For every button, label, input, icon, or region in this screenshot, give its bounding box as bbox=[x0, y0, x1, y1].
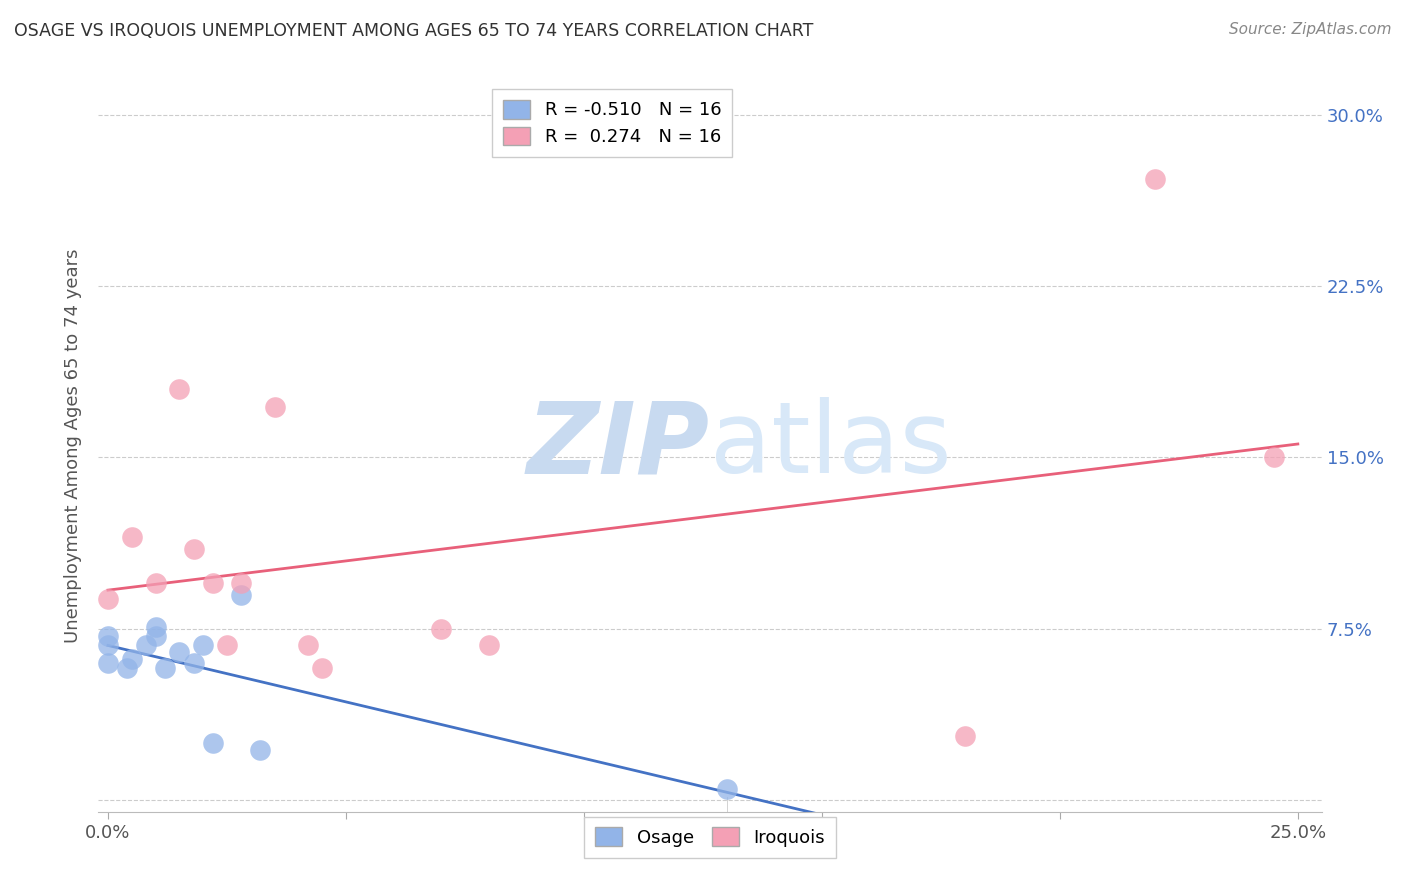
Point bbox=[249, 743, 271, 757]
Text: OSAGE VS IROQUOIS UNEMPLOYMENT AMONG AGES 65 TO 74 YEARS CORRELATION CHART: OSAGE VS IROQUOIS UNEMPLOYMENT AMONG AGE… bbox=[14, 22, 814, 40]
Point bbox=[169, 645, 191, 659]
Point bbox=[183, 541, 205, 556]
Point bbox=[97, 629, 120, 643]
Point bbox=[121, 651, 143, 665]
Point bbox=[97, 592, 120, 607]
Point bbox=[145, 629, 167, 643]
Point bbox=[297, 638, 319, 652]
Point bbox=[478, 638, 501, 652]
Legend: Osage, Iroquois: Osage, Iroquois bbox=[585, 816, 835, 857]
Text: atlas: atlas bbox=[710, 398, 952, 494]
Point bbox=[115, 661, 138, 675]
Point bbox=[97, 656, 120, 670]
Point bbox=[953, 729, 976, 743]
Point bbox=[231, 588, 253, 602]
Point bbox=[201, 736, 224, 750]
Point bbox=[263, 400, 285, 414]
Point bbox=[169, 382, 191, 396]
Point bbox=[201, 576, 224, 591]
Text: Source: ZipAtlas.com: Source: ZipAtlas.com bbox=[1229, 22, 1392, 37]
Point bbox=[153, 661, 176, 675]
Point bbox=[716, 781, 738, 796]
Point bbox=[97, 638, 120, 652]
Point bbox=[430, 622, 453, 636]
Point bbox=[1263, 450, 1285, 465]
Point bbox=[145, 619, 167, 633]
Point bbox=[231, 576, 253, 591]
Y-axis label: Unemployment Among Ages 65 to 74 years: Unemployment Among Ages 65 to 74 years bbox=[65, 249, 83, 643]
Point bbox=[121, 530, 143, 544]
Point bbox=[191, 638, 214, 652]
Point bbox=[183, 656, 205, 670]
Point bbox=[135, 638, 157, 652]
Point bbox=[145, 576, 167, 591]
Point bbox=[311, 661, 333, 675]
Point bbox=[215, 638, 238, 652]
Text: ZIP: ZIP bbox=[527, 398, 710, 494]
Point bbox=[1144, 171, 1167, 186]
